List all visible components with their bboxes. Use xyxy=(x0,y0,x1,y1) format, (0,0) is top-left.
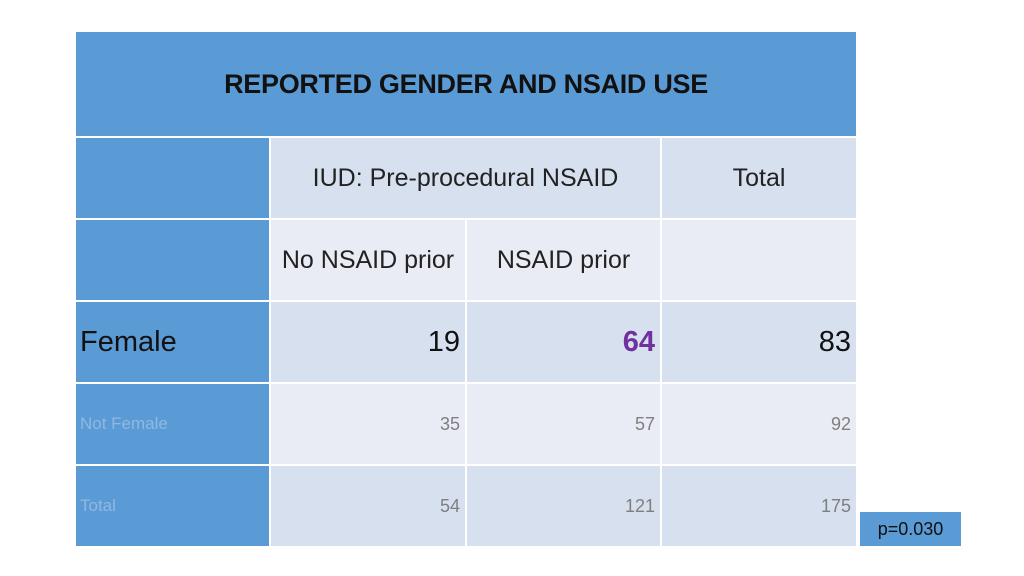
cell-not-female-no-nsaid: 35 xyxy=(269,382,467,466)
table-row-not-female: Not Female 35 57 92 xyxy=(74,382,859,466)
header-group-nsaid: IUD: Pre-procedural NSAID xyxy=(269,136,662,220)
p-value-badge: p=0.030 xyxy=(860,512,961,546)
row-label-female: Female xyxy=(74,300,271,384)
header-corner-cell xyxy=(74,136,271,220)
subheader-no-nsaid: No NSAID prior xyxy=(269,218,467,302)
cell-female-nsaid: 64 xyxy=(465,300,662,384)
cell-not-female-total: 92 xyxy=(659,382,859,466)
subheader-nsaid: NSAID prior xyxy=(465,218,662,302)
subheader-empty xyxy=(659,218,859,302)
title-row: REPORTED GENDER AND NSAID USE xyxy=(73,30,859,138)
cell-total-nsaid: 121 xyxy=(465,464,662,548)
subheader-row: No NSAID prior NSAID prior xyxy=(74,218,859,302)
cell-total-total: 175 xyxy=(659,464,859,548)
subheader-corner-cell xyxy=(74,218,271,302)
cell-female-total: 83 xyxy=(659,300,859,384)
cell-total-no-nsaid: 54 xyxy=(269,464,467,548)
cell-not-female-nsaid: 57 xyxy=(465,382,662,466)
table-title: REPORTED GENDER AND NSAID USE xyxy=(73,30,859,138)
header-row: IUD: Pre-procedural NSAID Total xyxy=(74,136,859,220)
header-total: Total xyxy=(659,136,859,220)
row-label-not-female: Not Female xyxy=(74,382,271,466)
cell-female-no-nsaid: 19 xyxy=(269,300,467,384)
row-label-total: Total xyxy=(74,464,271,548)
data-table: REPORTED GENDER AND NSAID USE IUD: Pre-p… xyxy=(73,30,859,548)
table-row-female: Female 19 64 83 xyxy=(74,300,859,384)
table-row-total: Total 54 121 175 xyxy=(74,464,859,548)
